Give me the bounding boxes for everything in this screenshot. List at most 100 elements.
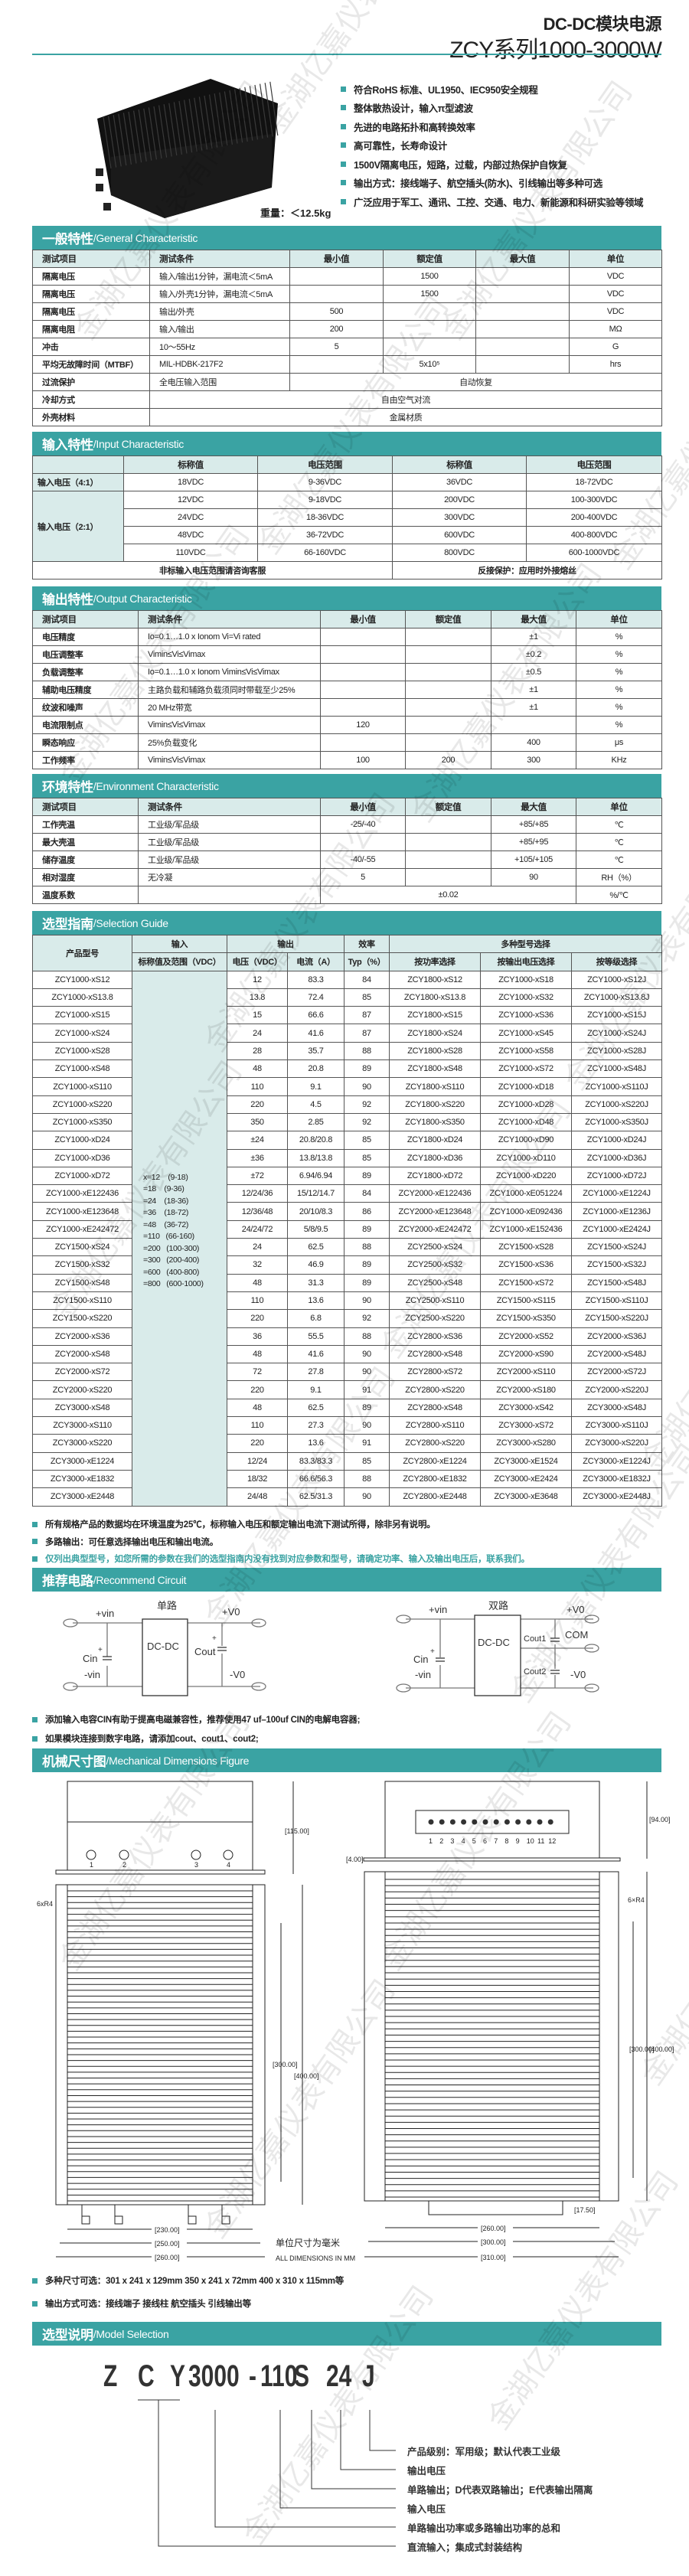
cell: ZCY1800-xD72 xyxy=(389,1166,481,1186)
input-range-value: x=12 (9-18) xyxy=(143,1172,188,1182)
cell: 主路负载和辅路负载须同时带载至少25% xyxy=(138,681,321,699)
cell: 9-18VDC xyxy=(257,491,393,509)
header-cell: 测试项目 xyxy=(32,610,139,628)
cell xyxy=(320,645,406,664)
pin-label: 5 xyxy=(472,1837,476,1845)
terminal-pin-icon xyxy=(428,1819,434,1825)
note-item: 输出方式可选：接线端子 接线柱 航空插头 引线输出等 xyxy=(32,2297,251,2310)
cell: 12/24/36 xyxy=(227,1184,288,1203)
cell: ZCY1000-xS13.8J xyxy=(570,988,663,1007)
feature-item: 符合RoHS 标准、UL1950、IEC950安全规程 xyxy=(341,80,643,99)
section-title-en: /Recommend Circuit xyxy=(93,1573,187,1586)
cell: 85 xyxy=(344,1131,390,1150)
header-cell: 单位 xyxy=(569,250,662,268)
table-row: 输入电压（2:1） 12VDC 9-18VDC 200VDC 100-300VDC xyxy=(32,491,662,562)
table-row: 工作壳温 工业级/军品级 -25/-40 +85/+85 ℃ xyxy=(32,815,662,834)
cell: ZCY1000-xD36 xyxy=(32,1148,132,1167)
footer-note: 反接保护：应用时外接熔丝 xyxy=(392,561,662,580)
cell: 36 xyxy=(227,1327,288,1346)
cell: ZCY1000-xS28J xyxy=(570,1041,663,1061)
cell: ZCY1500-xS32J xyxy=(570,1255,663,1275)
cell: ZCY2000-xS180 xyxy=(480,1380,572,1399)
cell: 600-1000VDC xyxy=(526,544,662,562)
cell: 400 xyxy=(491,733,576,752)
cell: 金属材质 xyxy=(149,408,662,426)
pin-label: 9 xyxy=(516,1837,520,1845)
header-cell: 电压（VDC） xyxy=(227,952,288,971)
cell: 100-300VDC xyxy=(526,491,662,509)
cell xyxy=(475,338,570,356)
section-title-cn: 输出特性 xyxy=(42,593,93,607)
header-cell: 测试条件 xyxy=(149,250,290,268)
cell: ZCY3000-xS72 xyxy=(480,1416,572,1435)
cell: 24VDC xyxy=(123,508,258,527)
label-plus: + xyxy=(430,1647,435,1656)
cell: ZCY1000-xD18 xyxy=(480,1077,572,1096)
table-row: ZCY2000-xS72 72 27.8 90 ZCY2800-xS72 ZCY2000-… xyxy=(32,1363,663,1382)
label-vo-neg: -V0 xyxy=(230,1669,245,1680)
header-cell xyxy=(32,455,124,474)
cell: ZCY1800-xS350 xyxy=(389,1112,481,1132)
section-title-en: /Input Characteristic xyxy=(93,437,184,450)
cell: ZCY2000-xS48 xyxy=(32,1344,132,1364)
cell: ZCY1000-xD72 xyxy=(32,1166,132,1186)
pin-label: 8 xyxy=(505,1837,508,1845)
table-row: ZCY2000-xS36 36 55.5 88 ZCY2800-xS36 ZCY2000-… xyxy=(32,1327,663,1346)
table-row: ZCY3000-xS110 110 27.3 90 ZCY2800-xS110 ZCY30… xyxy=(32,1416,663,1435)
label-vin-pos: +vin xyxy=(429,1604,447,1615)
cell: ZCY1800-xS28 xyxy=(389,1041,481,1061)
table-header-row: 标称值 电压范围 标称值 电压范围 xyxy=(32,455,662,474)
table-row: ZCY1000-xS350 350 2.85 92 ZCY1800-xS350 ZCY10… xyxy=(32,1112,663,1132)
note-item: 仅列出典型型号，如您所需的参数在我们的选型指南内没有找到对应参数和型号，请确定功… xyxy=(32,1552,530,1565)
cell xyxy=(475,302,570,321)
input-range-value: =800 (600-1000) xyxy=(143,1279,204,1289)
header-cell: 产品型号 xyxy=(32,935,132,971)
cell: 110 xyxy=(227,1291,288,1311)
cell: 90 xyxy=(344,1363,390,1382)
table-row: ZCY1500-xS220 220 6.8 92 ZCY2500-xS220 ZCY150… xyxy=(32,1309,663,1328)
row-label: 相对湿度 xyxy=(32,868,139,886)
pin-label: 12 xyxy=(548,1837,556,1845)
table-header-row: 测试项目 测试条件 最小值 额定值 最大值 单位 xyxy=(32,798,662,816)
row-label: 冲击 xyxy=(32,338,150,356)
cell: 89 xyxy=(344,1273,390,1292)
cell: ZCY1800-xS12 xyxy=(389,970,481,989)
note-item: 多种尺寸可选：301 x 241 x 129mm 350 x 241 x 72m… xyxy=(32,2274,344,2287)
cell: ℃ xyxy=(576,815,662,834)
section-title-cn: 机械尺寸图 xyxy=(42,1755,106,1769)
header-cell: Typ（%） xyxy=(344,952,390,971)
cell: 66.6 xyxy=(287,1006,344,1025)
cell: 25%负载变化 xyxy=(138,733,321,752)
cell xyxy=(405,851,491,869)
input-characteristic-table: 标称值 电压范围 标称值 电压范围 输入电压（4:1） 18VDC 9-36VDC 36VDC… xyxy=(32,455,662,580)
feature-text: 符合RoHS 标准、UL1950、IEC950安全规程 xyxy=(354,84,538,96)
weight-label: 重量：＜12.5kg xyxy=(260,207,331,219)
cell xyxy=(138,886,321,904)
header-cell: 标称值 xyxy=(123,455,258,474)
model-code-part: 24 xyxy=(326,2359,352,2393)
table-row: ZCY1500-xS48 48 31.3 89 ZCY2500-xS48 ZCY1500-… xyxy=(32,1273,663,1292)
cell: 300 xyxy=(491,751,576,769)
bullet-square-icon xyxy=(341,123,346,129)
cell: ZCY1000-xD220 xyxy=(480,1166,572,1186)
bullet-square-icon xyxy=(341,180,346,186)
model-code-part: Y xyxy=(170,2359,186,2393)
table-row: 工作频率 Vimin≤Vi≤Vimax 100 200 300 KHz xyxy=(32,751,662,769)
terminal-pin-icon xyxy=(449,1819,456,1825)
cell: ±36 xyxy=(227,1148,288,1167)
cell: 6.94/6.94 xyxy=(287,1166,344,1186)
dim-right-width3: [310.00] xyxy=(481,2254,506,2261)
circuit-title-single: 单路 xyxy=(157,1600,177,1611)
cell: 12/36/48 xyxy=(227,1202,288,1221)
cell: 46.9 xyxy=(287,1255,344,1275)
label-com: COM xyxy=(565,1629,588,1641)
terminal-pin-icon xyxy=(482,1819,488,1825)
cell: 1500 xyxy=(383,267,476,286)
cell: ZCY1500-xS32 xyxy=(32,1255,132,1275)
label-vo-neg: -V0 xyxy=(570,1669,586,1680)
section-title-cn: 选型指南 xyxy=(42,917,93,932)
cell xyxy=(405,681,491,699)
cell: ±1 xyxy=(491,681,576,699)
environment-characteristic-table: 测试项目 测试条件 最小值 额定值 最大值 单位 工作壳温 工业级/军品级 -25/-40 +85… xyxy=(32,798,662,904)
header-cell: 测试条件 xyxy=(138,798,321,816)
